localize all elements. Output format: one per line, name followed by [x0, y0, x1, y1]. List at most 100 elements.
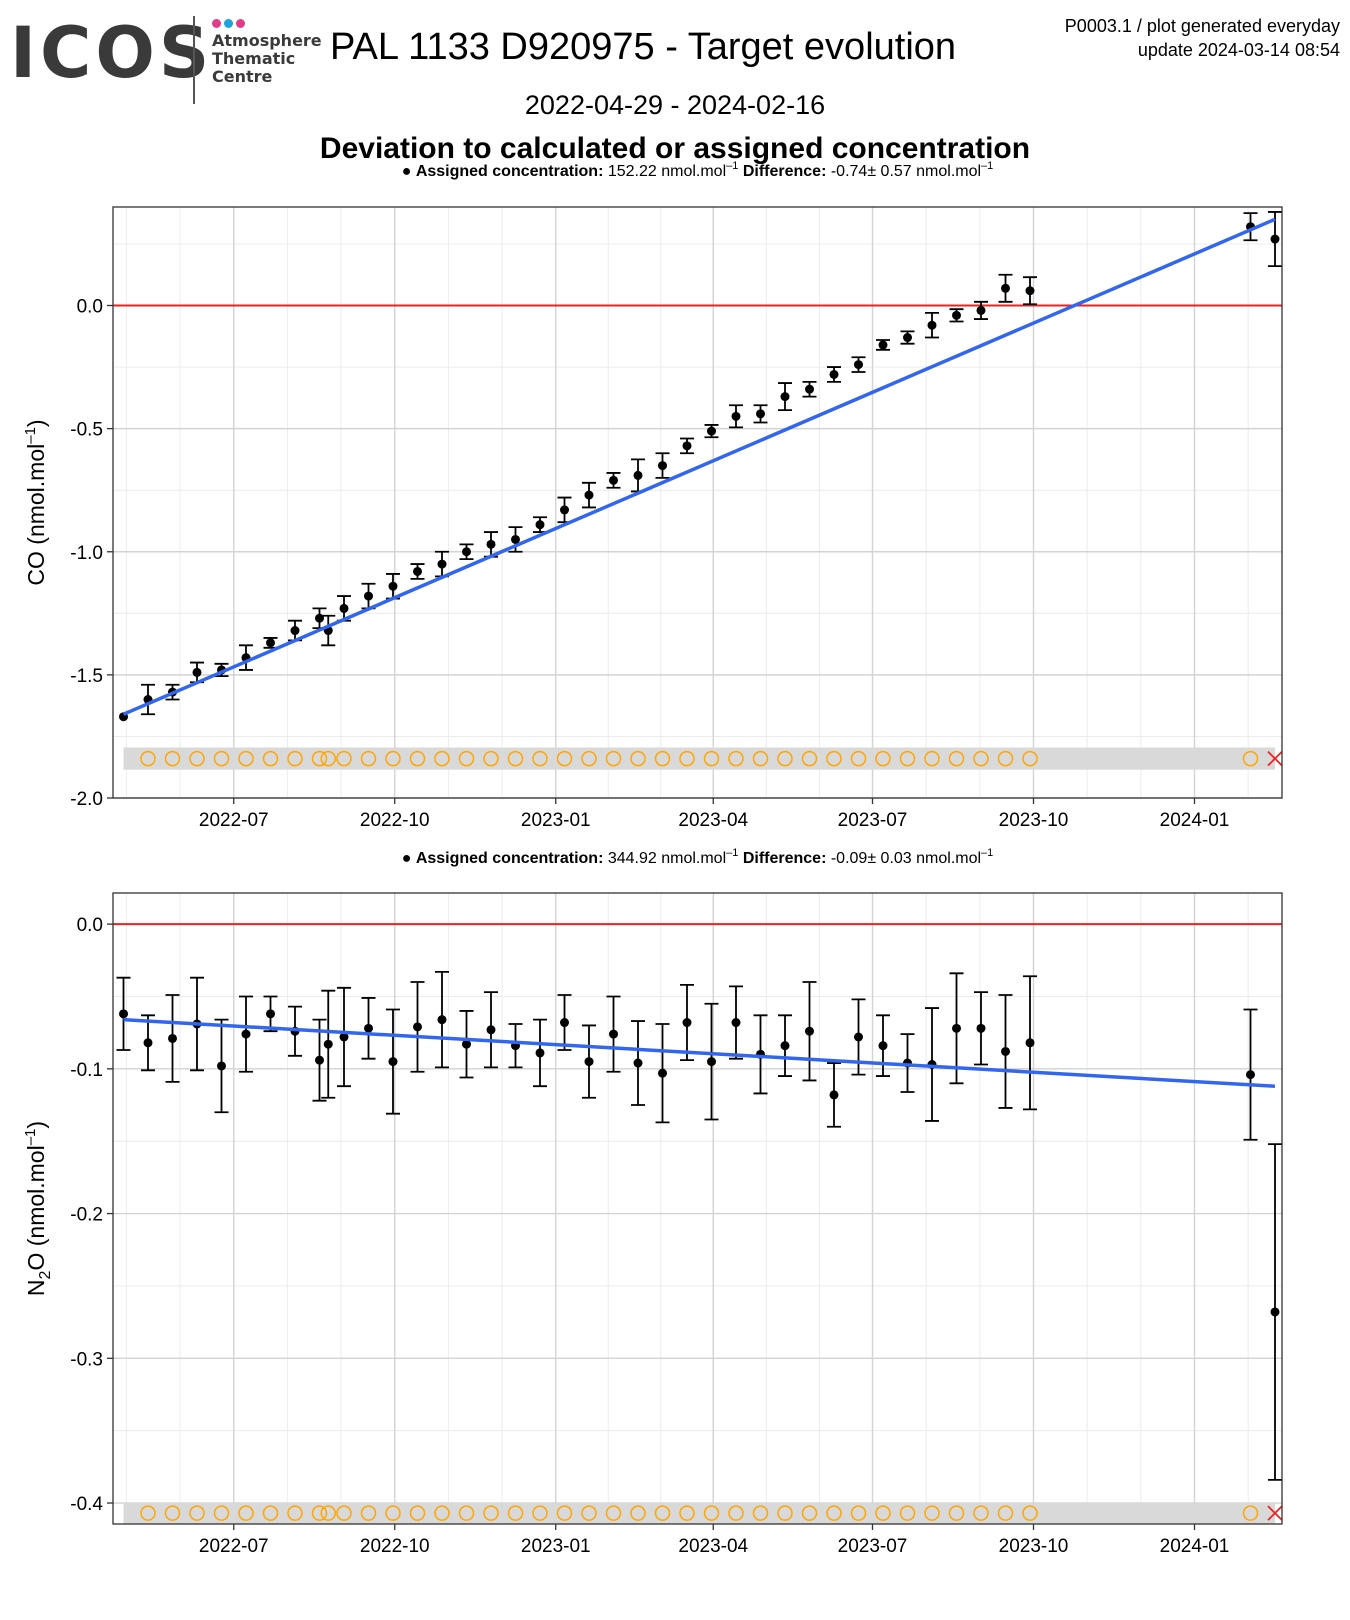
data-point	[364, 591, 373, 601]
meta-line: update 2024-03-14 08:54	[1137, 40, 1340, 60]
y-tick-label: -0.3	[70, 1349, 103, 1370]
data-point	[805, 384, 814, 394]
y-axis-label-part: CO (nmol.mol	[23, 444, 49, 586]
plot-area	[113, 207, 1282, 798]
data-point	[1001, 283, 1010, 293]
data-point	[413, 566, 422, 576]
legend-assigned-label: Assigned concentration:	[416, 850, 604, 867]
data-point	[1270, 234, 1280, 244]
flag-open-circle	[924, 1505, 940, 1521]
data-point	[878, 1041, 888, 1051]
data-point	[511, 534, 520, 544]
flag-open-circle	[728, 1505, 744, 1521]
plot-area	[113, 893, 1282, 1524]
data-point	[903, 333, 912, 343]
flag-open-circle	[875, 750, 891, 767]
flag-open-circle	[801, 750, 818, 767]
flag-open-circle	[654, 1505, 671, 1521]
flag-open-circle	[360, 1505, 377, 1521]
data-point	[854, 360, 863, 370]
data-point	[364, 1023, 373, 1033]
data-point	[437, 559, 447, 569]
flag-cross	[1267, 750, 1283, 767]
flag-open-circle	[703, 750, 720, 767]
flag-open-circle	[311, 750, 328, 767]
logo-sub-line: Thematic	[212, 49, 296, 68]
flag-open-circle	[238, 1505, 254, 1521]
x-tick-label: 2023-10	[999, 1536, 1069, 1557]
flag-open-circle	[850, 750, 867, 767]
y-tick-label: -1.0	[70, 543, 103, 564]
data-point	[290, 626, 300, 636]
flag-open-circle	[605, 750, 622, 767]
flag-cross	[1267, 1505, 1283, 1521]
y-tick-label: -0.5	[70, 420, 103, 441]
y-axis-label: CO (nmol.mol–1)	[22, 419, 49, 585]
flag-open-circle	[703, 1505, 720, 1521]
page-title: PAL 1133 D920975 - Target evolution	[330, 26, 957, 68]
flag-open-circle	[899, 1505, 916, 1521]
data-point	[682, 1018, 692, 1028]
flag-open-circle	[434, 750, 450, 767]
plot-frame	[112, 892, 1283, 1525]
flag-open-circle	[948, 1505, 965, 1521]
data-point	[976, 305, 986, 315]
y-axis-label-part: N	[23, 1279, 49, 1296]
flag-open-circle	[458, 750, 475, 767]
x-tick-label: 2023-04	[678, 810, 748, 831]
data-point	[388, 581, 398, 591]
flag-open-circle	[973, 1505, 989, 1521]
flag-open-circle	[336, 750, 352, 767]
header: ICOS Atmosphere Thematic Centre PAL 1133…	[0, 0, 1350, 200]
data-point	[535, 520, 545, 530]
plot-frame	[112, 206, 1283, 799]
data-point	[323, 1039, 333, 1049]
data-point	[854, 1032, 863, 1042]
flag-open-circle	[997, 750, 1014, 767]
logo-dots-icon	[212, 15, 248, 33]
flag-open-circle	[850, 1505, 867, 1521]
flag-open-circle	[311, 1505, 328, 1521]
flag-open-circle	[532, 1505, 548, 1521]
data-point	[462, 547, 471, 557]
data-point	[1025, 286, 1035, 296]
flag-open-circle	[556, 750, 573, 767]
flag-open-circle	[238, 750, 254, 767]
legend-unit-exp: –1	[981, 160, 993, 172]
x-tick-label: 2022-07	[199, 810, 269, 831]
flag-open-circle	[189, 750, 205, 767]
y-axis-label-part: )	[23, 419, 49, 427]
flag-open-circle	[752, 1505, 769, 1521]
flag-open-circle	[336, 1505, 352, 1521]
flag-open-circle	[826, 1505, 842, 1521]
data-point	[486, 539, 496, 549]
data-point	[315, 1055, 324, 1065]
y-axis-label-part: )	[23, 1121, 49, 1129]
data-point	[609, 1029, 618, 1039]
flag-open-circle	[777, 1505, 793, 1521]
y-tick-label: -0.2	[70, 1205, 103, 1226]
flag-open-circle	[385, 750, 401, 767]
x-tick-label: 2022-07	[199, 1536, 269, 1557]
flag-open-circle	[1022, 750, 1038, 767]
data-point	[658, 1068, 667, 1078]
flag-open-circle	[164, 750, 181, 767]
flag-open-circle	[1242, 750, 1259, 767]
y-axis-label-part: –1	[22, 1129, 39, 1146]
x-tick-label: 2022-10	[360, 1536, 430, 1557]
data-point	[756, 409, 765, 419]
flag-open-circle	[630, 1505, 646, 1521]
data-point	[143, 1038, 153, 1048]
trend-fit-line	[123, 1017, 1276, 1088]
legend-difference-label: Difference:	[738, 163, 826, 180]
legend-unit-exp: –1	[726, 160, 738, 172]
y-tick-label: -0.4	[70, 1494, 103, 1515]
x-tick-label: 2024-01	[1160, 810, 1230, 831]
data-point	[952, 1023, 961, 1033]
flag-open-circle	[605, 1505, 622, 1521]
data-point	[682, 441, 692, 451]
y-axis-label: N2O (nmol.mol–1)	[22, 1121, 54, 1296]
data-point	[584, 1057, 594, 1067]
chart-panel-1: ● Assigned concentration: 152.22 nmol.mo…	[22, 160, 1283, 831]
